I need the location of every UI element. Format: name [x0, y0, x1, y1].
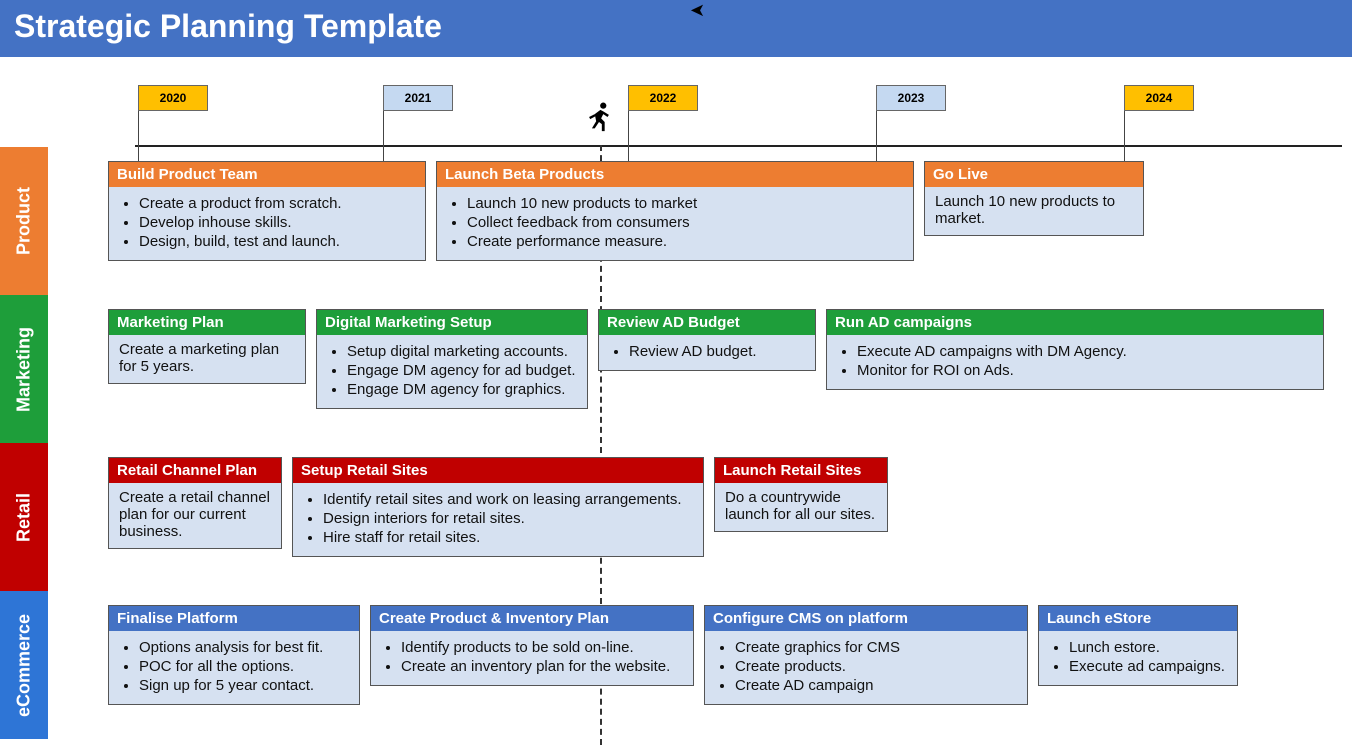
card-body: Review AD budget. — [599, 335, 815, 370]
card-body: Create a retail channel plan for our cur… — [109, 483, 281, 548]
card-marketing-2: Review AD Budget Review AD budget. — [598, 309, 816, 371]
card-header: Digital Marketing Setup — [317, 310, 587, 335]
card-item: Review AD budget. — [629, 343, 805, 360]
card-body: Identify products to be sold on-line. Cre… — [371, 631, 693, 685]
card-header: Review AD Budget — [599, 310, 815, 335]
card-item: Design, build, test and launch. — [139, 233, 415, 250]
card-item: Hire staff for retail sites. — [323, 529, 693, 546]
year-label: 2023 — [876, 85, 946, 111]
card-header: Run AD campaigns — [827, 310, 1323, 335]
card-item: Execute AD campaigns with DM Agency. — [857, 343, 1313, 360]
card-retail-1: Setup Retail Sites Identify retail sites … — [292, 457, 704, 557]
year-flag-2021: 2021 — [383, 85, 453, 111]
lane-label-marketing: Marketing — [0, 295, 48, 443]
card-item: Engage DM agency for graphics. — [347, 381, 577, 398]
cursor-pointer: ➤ — [690, 0, 705, 21]
card-header: Marketing Plan — [109, 310, 305, 335]
card-body: Setup digital marketing accounts. Engage … — [317, 335, 587, 408]
card-header: Setup Retail Sites — [293, 458, 703, 483]
lane-label-ecommerce: eCommerce — [0, 591, 48, 739]
card-body: Launch 10 new products to market. — [925, 187, 1143, 235]
card-marketing-3: Run AD campaignsExecute AD campaigns wit… — [826, 309, 1324, 390]
year-flag-2020: 2020 — [138, 85, 208, 111]
card-item: Develop inhouse skills. — [139, 214, 415, 231]
page-title: Strategic Planning Template — [14, 8, 442, 44]
card-header: Launch Retail Sites — [715, 458, 887, 483]
card-header: Go Live — [925, 162, 1143, 187]
card-product-2: Go LiveLaunch 10 new products to market. — [924, 161, 1144, 236]
card-body: Identify retail sites and work on leasin… — [293, 483, 703, 556]
card-marketing-1: Digital Marketing SetupSetup digital mar… — [316, 309, 588, 409]
card-header: Retail Channel Plan — [109, 458, 281, 483]
card-item: Create AD campaign — [735, 677, 1017, 694]
card-item: Identify retail sites and work on leasin… — [323, 491, 693, 508]
lane-product: ProductBuild Product TeamCreate a produc… — [0, 147, 1352, 295]
card-retail-0: Retail Channel PlanCreate a retail chann… — [108, 457, 282, 549]
card-ecommerce-0: Finalise PlatformOptions analysis for be… — [108, 605, 360, 705]
year-flag-2023: 2023 — [876, 85, 946, 111]
card-retail-2: Launch Retail SitesDo a countrywide laun… — [714, 457, 888, 532]
year-label: 2022 — [628, 85, 698, 111]
card-header: Launch eStore — [1039, 606, 1237, 631]
card-item: Create an inventory plan for the website… — [401, 658, 683, 675]
card-header: Launch Beta Products — [437, 162, 913, 187]
swimlanes: ProductBuild Product TeamCreate a produc… — [0, 147, 1352, 739]
card-header: Configure CMS on platform — [705, 606, 1027, 631]
card-ecommerce-2: Configure CMS on platformCreate graphics… — [704, 605, 1028, 705]
card-item: Lunch estore. — [1069, 639, 1227, 656]
card-item: Sign up for 5 year contact. — [139, 677, 349, 694]
card-item: Design interiors for retail sites. — [323, 510, 693, 527]
card-item: Create performance measure. — [467, 233, 903, 250]
card-body: Options analysis for best fit. POC for al… — [109, 631, 359, 704]
year-label: 2020 — [138, 85, 208, 111]
card-item: Create products. — [735, 658, 1017, 675]
card-ecommerce-3: Launch eStore Lunch estore. Execute ad cam… — [1038, 605, 1238, 686]
year-flag-2022: 2022 — [628, 85, 698, 111]
lane-marketing: Marketing Marketing PlanCreate a marketin… — [0, 295, 1352, 443]
card-body: Lunch estore. Execute ad campaigns. — [1039, 631, 1237, 685]
card-item: Options analysis for best fit. — [139, 639, 349, 656]
year-flag-2024: 2024 — [1124, 85, 1194, 111]
card-item: Collect feedback from consumers — [467, 214, 903, 231]
lane-label-product: Product — [0, 147, 48, 295]
runner-icon — [582, 97, 616, 146]
card-ecommerce-1: Create Product & Inventory PlanIdentify … — [370, 605, 694, 686]
year-label: 2021 — [383, 85, 453, 111]
card-marketing-0: Marketing PlanCreate a marketing plan fo… — [108, 309, 306, 384]
lane-retail: Retail Retail Channel PlanCreate a retail… — [0, 443, 1352, 591]
year-label: 2024 — [1124, 85, 1194, 111]
card-body: Launch 10 new products to market Collect … — [437, 187, 913, 260]
card-item: Identify products to be sold on-line. — [401, 639, 683, 656]
card-body: Create a marketing plan for 5 years. — [109, 335, 305, 383]
page-title-bar: Strategic Planning Template — [0, 0, 1352, 57]
card-item: Engage DM agency for ad budget. — [347, 362, 577, 379]
card-header: Build Product Team — [109, 162, 425, 187]
card-body: Execute AD campaigns with DM Agency. Moni… — [827, 335, 1323, 389]
card-product-1: Launch Beta ProductsLaunch 10 new produc… — [436, 161, 914, 261]
card-item: Monitor for ROI on Ads. — [857, 362, 1313, 379]
card-body: Do a countrywide launch for all our site… — [715, 483, 887, 531]
lane-content: Retail Channel PlanCreate a retail chann… — [48, 443, 1352, 591]
card-item: Setup digital marketing accounts. — [347, 343, 577, 360]
lane-content: Marketing PlanCreate a marketing plan fo… — [48, 295, 1352, 443]
card-item: Execute ad campaigns. — [1069, 658, 1227, 675]
lane-ecommerce: eCommerceFinalise PlatformOptions analys… — [0, 591, 1352, 739]
card-item: Create graphics for CMS — [735, 639, 1017, 656]
card-header: Finalise Platform — [109, 606, 359, 631]
card-body: Create a product from scratch. Develop in… — [109, 187, 425, 260]
timeline: 2020 2021 2022 2023 2024 — [0, 57, 1352, 147]
card-item: POC for all the options. — [139, 658, 349, 675]
card-item: Launch 10 new products to market — [467, 195, 903, 212]
card-body: Create graphics for CMS Create products. C… — [705, 631, 1027, 704]
lane-content: Finalise PlatformOptions analysis for be… — [48, 591, 1352, 739]
card-item: Create a product from scratch. — [139, 195, 415, 212]
card-product-0: Build Product TeamCreate a product from … — [108, 161, 426, 261]
lane-content: Build Product TeamCreate a product from … — [48, 147, 1352, 295]
card-header: Create Product & Inventory Plan — [371, 606, 693, 631]
lane-label-retail: Retail — [0, 443, 48, 591]
